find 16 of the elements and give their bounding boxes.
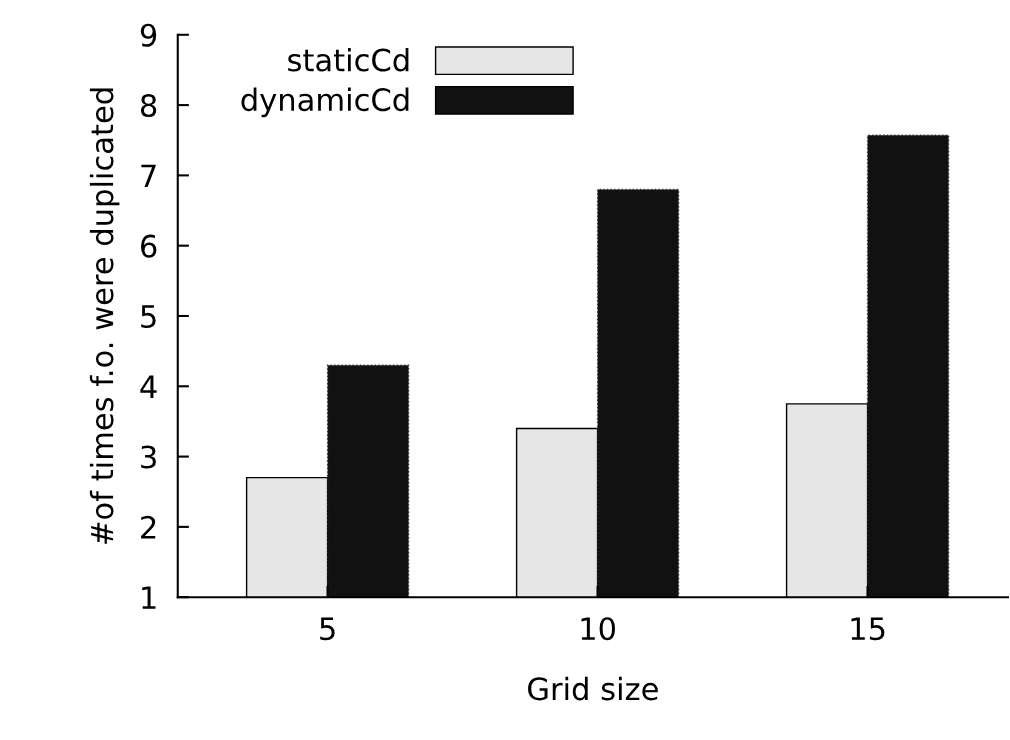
y-tick-label: 9 xyxy=(140,23,157,47)
x-axis-title: Grid size xyxy=(528,676,658,701)
x-tick-label: 15 xyxy=(851,617,885,641)
y-tick-label: 3 xyxy=(141,445,156,469)
y-tick-label: 5 xyxy=(141,305,156,329)
y-axis-title: #of times f.o. were duplicated xyxy=(89,88,120,544)
x-tick-label: 5 xyxy=(320,617,335,641)
y-tick-label: 8 xyxy=(140,94,157,118)
y-tick-label: 7 xyxy=(141,164,156,187)
y-tick-label: 4 xyxy=(140,375,157,398)
y-tick-label: 2 xyxy=(141,515,156,539)
y-tick-label: 1 xyxy=(142,586,156,609)
legend-label: staticCd xyxy=(288,47,409,72)
y-tick-label: 6 xyxy=(141,234,157,258)
legend-label: dynamicCd xyxy=(241,87,409,118)
x-tick-label: 10 xyxy=(581,617,616,641)
